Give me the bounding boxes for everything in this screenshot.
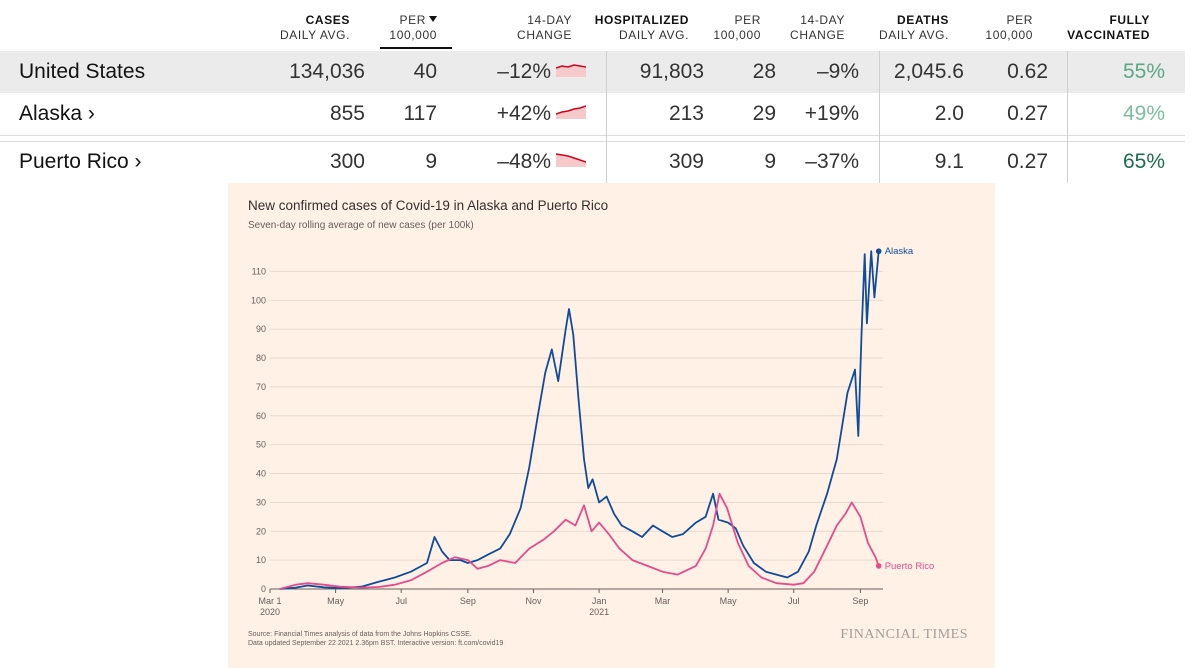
header-deaths-per-100k[interactable]: PER 100,000	[985, 13, 1033, 42]
series-end-point	[875, 563, 882, 569]
series-line-puerto-rico	[279, 492, 880, 590]
y-tick-label: 40	[256, 469, 266, 479]
hosp-avg: 91,803	[639, 60, 704, 83]
ft-logo: FINANCIAL TIMES	[840, 627, 968, 642]
header-hospitalized[interactable]: HOSPITALIZED DAILY AVG.	[594, 13, 689, 42]
state-data-table: CASES DAILY AVG. PER 100,000 14-DAY CHANGE …	[0, 0, 1185, 183]
x-tick-label: Sep	[852, 596, 868, 606]
y-tick-label: 30	[256, 497, 266, 507]
hosp-per-100k: 29	[752, 102, 776, 125]
row-name-link[interactable]: Puerto Rico ›	[19, 150, 142, 173]
header-cases-14day-change[interactable]: 14-DAY CHANGE	[517, 13, 572, 42]
x-tick-year-label: 2021	[589, 607, 609, 617]
column-divider	[879, 51, 880, 183]
row-divider	[0, 135, 1185, 136]
fully-vaccinated: 65%	[1122, 150, 1165, 173]
hosp-change: +19%	[804, 102, 859, 125]
header-hosp-per-100k[interactable]: PER 100,000	[713, 13, 761, 42]
cases-sparkline	[556, 105, 586, 119]
y-tick-label: 50	[256, 440, 266, 450]
deaths-avg: 9.1	[934, 150, 964, 173]
cases-avg: 300	[329, 150, 365, 173]
x-tick-label: Jan	[592, 596, 607, 606]
hosp-avg: 213	[668, 102, 704, 125]
sparkline-line	[556, 64, 586, 69]
chart-title: New confirmed cases of Covid-19 in Alask…	[248, 198, 609, 213]
series-line-alaska	[279, 250, 880, 590]
deaths-avg: 2,045.6	[893, 60, 964, 83]
table-row[interactable]: Alaska › 855 117 +42% 213 29 +19% 2.0 0.…	[0, 93, 1185, 135]
cases-avg: 134,036	[289, 60, 365, 83]
cases-sparkline	[556, 153, 586, 167]
fully-vaccinated: 55%	[1122, 60, 1165, 83]
sparkline-area	[556, 106, 586, 119]
row-name: United States	[19, 60, 146, 83]
series-label: Puerto Rico	[885, 561, 935, 572]
cases-chart-panel: New confirmed cases of Covid-19 in Alask…	[228, 183, 995, 668]
column-divider	[1067, 51, 1068, 183]
cases-per-100k: 40	[413, 60, 437, 83]
x-tick-label: Jul	[395, 596, 407, 606]
y-tick-label: 60	[256, 411, 266, 421]
hosp-change: –37%	[805, 150, 859, 173]
deaths-per-100k: 0.27	[1007, 150, 1048, 173]
x-tick-label: Jul	[788, 596, 800, 606]
x-tick-label: Mar 1	[258, 596, 281, 606]
cases-change: +42%	[496, 102, 551, 125]
sparkline-line	[556, 105, 586, 115]
chart-source: Source: Financial Times analysis of data…	[248, 630, 503, 648]
update-line: Data updated September 22 2021 2.36pm BS…	[248, 640, 504, 647]
cases-per-100k: 9	[425, 150, 437, 173]
deaths-per-100k: 0.62	[1007, 60, 1048, 83]
fully-vaccinated: 49%	[1122, 102, 1165, 125]
sparkline-area	[556, 154, 586, 167]
hosp-per-100k: 28	[752, 60, 776, 83]
cases-avg: 855	[329, 102, 365, 125]
y-tick-label: 90	[256, 324, 266, 334]
x-tick-label: May	[720, 596, 738, 606]
header-cases[interactable]: CASES DAILY AVG.	[279, 13, 350, 42]
y-tick-label: 110	[252, 266, 266, 276]
table-row[interactable]: Puerto Rico › 300 9 –48% 309 9 –37% 9.1 …	[0, 141, 1185, 183]
cases-change: –12%	[497, 60, 551, 83]
sparkline-line	[556, 153, 586, 163]
y-tick-label: 10	[256, 555, 266, 565]
source-line: Source: Financial Times analysis of data…	[248, 631, 472, 638]
x-tick-year-label: 2020	[260, 607, 280, 617]
sparkline-area	[556, 65, 586, 77]
y-tick-label: 70	[256, 382, 266, 392]
series-label: Alaska	[885, 246, 914, 257]
column-divider	[606, 51, 607, 183]
header-hosp-14day-change[interactable]: 14-DAY CHANGE	[790, 13, 845, 42]
cases-per-100k: 117	[403, 102, 437, 125]
row-name-link[interactable]: Alaska ›	[19, 102, 95, 125]
chart-subtitle: Seven-day rolling average of new cases (…	[248, 220, 474, 231]
y-tick-label: 80	[256, 353, 266, 363]
sort-desc-icon	[429, 16, 437, 22]
y-tick-label: 100	[251, 295, 266, 305]
x-tick-label: Mar	[655, 596, 671, 606]
x-tick-label: May	[327, 596, 345, 606]
y-tick-label: 20	[256, 526, 266, 536]
hosp-avg: 309	[668, 150, 704, 173]
series-end-point	[875, 248, 882, 255]
deaths-avg: 2.0	[934, 102, 964, 125]
sort-indicator	[380, 47, 452, 49]
row-divider	[0, 141, 1185, 142]
hosp-per-100k: 9	[764, 150, 776, 173]
deaths-per-100k: 0.27	[1007, 102, 1048, 125]
hosp-change: –9%	[816, 60, 859, 83]
header-cases-per-100k[interactable]: PER 100,000	[389, 13, 437, 42]
x-tick-label: Nov	[525, 596, 542, 606]
x-tick-label: Sep	[460, 596, 476, 606]
header-deaths[interactable]: DEATHS DAILY AVG.	[878, 13, 949, 42]
y-tick-label: 0	[261, 584, 266, 594]
header-fully-vaccinated[interactable]: FULLY VACCINATED	[1067, 13, 1150, 42]
table-row: United States 134,036 40 –12% 91,803 28 …	[0, 51, 1185, 93]
cases-change: –48%	[497, 150, 551, 173]
cases-sparkline	[556, 64, 586, 77]
